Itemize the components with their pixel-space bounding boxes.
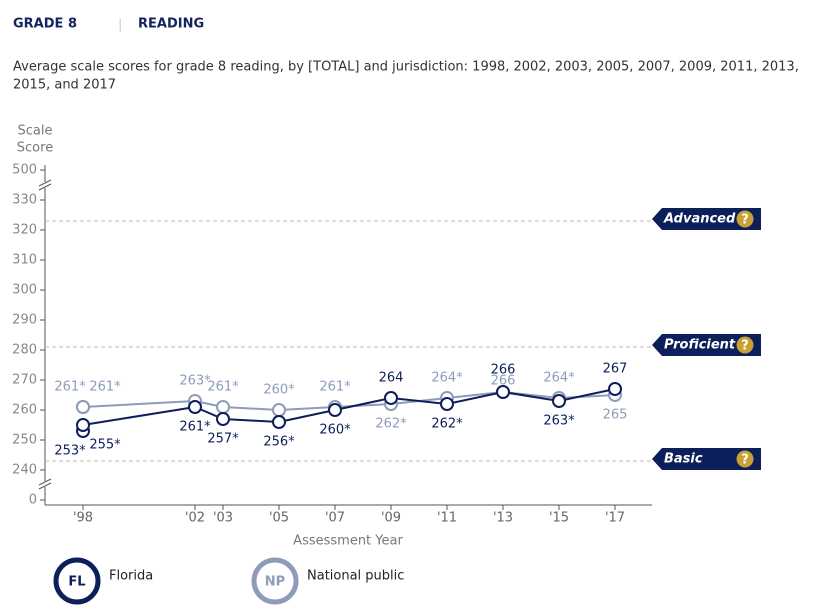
data-label: 261* bbox=[207, 380, 239, 395]
y-tick-label: 0 bbox=[29, 493, 37, 508]
data-label: 256* bbox=[263, 435, 295, 450]
data-point bbox=[440, 397, 454, 411]
data-label: 261* bbox=[179, 420, 211, 435]
y-tick-label: 330 bbox=[12, 193, 37, 208]
data-label: 264* bbox=[431, 371, 463, 386]
help-text: ? bbox=[741, 339, 749, 354]
y-tick-label: 280 bbox=[12, 343, 37, 358]
data-label: 260* bbox=[319, 423, 351, 438]
level-label: Advanced bbox=[663, 212, 736, 227]
legend-marker bbox=[53, 557, 101, 605]
data-point bbox=[552, 394, 566, 408]
data-label: 253* bbox=[54, 444, 86, 459]
x-axis-label: Assessment Year bbox=[293, 534, 403, 549]
data-label: 264* bbox=[543, 371, 575, 386]
x-tick-label: '13 bbox=[493, 511, 513, 526]
level-badge bbox=[652, 448, 761, 470]
y-axis-label: Scale bbox=[18, 124, 53, 139]
data-label: 262* bbox=[375, 417, 407, 432]
data-label: 263* bbox=[543, 414, 575, 429]
data-point bbox=[384, 391, 398, 405]
y-tick-label: 500 bbox=[12, 163, 37, 178]
x-tick-label: '02 bbox=[185, 511, 205, 526]
data-point bbox=[496, 385, 510, 399]
level-label: Basic bbox=[664, 452, 703, 467]
data-point bbox=[328, 403, 342, 417]
axis-break bbox=[38, 482, 52, 490]
x-tick-label: '98 bbox=[73, 511, 93, 526]
x-tick-label: '05 bbox=[269, 511, 289, 526]
data-label: 262* bbox=[431, 417, 463, 432]
x-tick-label: '15 bbox=[549, 511, 569, 526]
x-tick-label: '09 bbox=[381, 511, 401, 526]
x-tick-label: '03 bbox=[213, 511, 233, 526]
series-line bbox=[82, 390, 616, 412]
data-point bbox=[272, 403, 286, 417]
y-tick-label: 320 bbox=[12, 223, 37, 238]
data-label: 260* bbox=[263, 383, 295, 398]
axis-break-gap bbox=[41, 481, 49, 487]
data-label: 261* bbox=[319, 380, 351, 395]
axis-break bbox=[38, 179, 52, 187]
x-tick-label: '17 bbox=[605, 511, 625, 526]
data-label: 261* bbox=[54, 380, 86, 395]
help-icon bbox=[736, 210, 754, 228]
help-icon bbox=[736, 336, 754, 354]
x-tick-label: '11 bbox=[437, 511, 457, 526]
data-point bbox=[272, 415, 286, 429]
legend-abbr: FL bbox=[68, 575, 85, 590]
data-label: 264 bbox=[379, 371, 404, 386]
data-point bbox=[608, 382, 622, 396]
data-label: 266 bbox=[491, 363, 516, 378]
legend-label: National public bbox=[307, 569, 404, 584]
legend-abbr: NP bbox=[265, 575, 285, 590]
data-point bbox=[76, 400, 90, 414]
y-tick-label: 250 bbox=[12, 433, 37, 448]
data-label: 265 bbox=[603, 408, 628, 423]
legend-marker bbox=[251, 557, 299, 605]
level-badge bbox=[652, 208, 761, 230]
separator: | bbox=[118, 18, 122, 33]
subtitle: Average scale scores for grade 8 reading… bbox=[13, 60, 799, 75]
data-point bbox=[188, 400, 202, 414]
y-tick-label: 270 bbox=[12, 373, 37, 388]
y-axis-label: Score bbox=[17, 141, 53, 156]
chart-title: GRADE 8 bbox=[13, 17, 77, 32]
y-tick-label: 260 bbox=[12, 403, 37, 418]
axis-break-gap bbox=[41, 182, 49, 188]
data-label: 261* bbox=[89, 380, 121, 395]
data-label: 263* bbox=[179, 374, 211, 389]
data-label: 257* bbox=[207, 432, 239, 447]
y-tick-label: 310 bbox=[12, 253, 37, 268]
x-tick-label: '07 bbox=[325, 511, 345, 526]
help-text: ? bbox=[741, 213, 749, 228]
data-label: 255* bbox=[89, 438, 121, 453]
data-point bbox=[216, 400, 230, 414]
data-label: 266 bbox=[491, 374, 516, 389]
legend-label: Florida bbox=[109, 569, 153, 584]
y-tick-label: 240 bbox=[12, 463, 37, 478]
data-point bbox=[216, 412, 230, 426]
data-label: 267 bbox=[603, 362, 628, 377]
level-badge bbox=[652, 334, 761, 356]
subtitle: 2015, and 2017 bbox=[13, 78, 116, 93]
y-tick-label: 300 bbox=[12, 283, 37, 298]
help-text: ? bbox=[741, 453, 749, 468]
data-point bbox=[76, 418, 90, 432]
axis-break bbox=[38, 183, 52, 191]
help-icon bbox=[736, 450, 754, 468]
level-label: Proficient bbox=[664, 338, 736, 353]
chart-title: READING bbox=[138, 17, 204, 32]
y-tick-label: 290 bbox=[12, 313, 37, 328]
axis-break bbox=[38, 478, 52, 486]
